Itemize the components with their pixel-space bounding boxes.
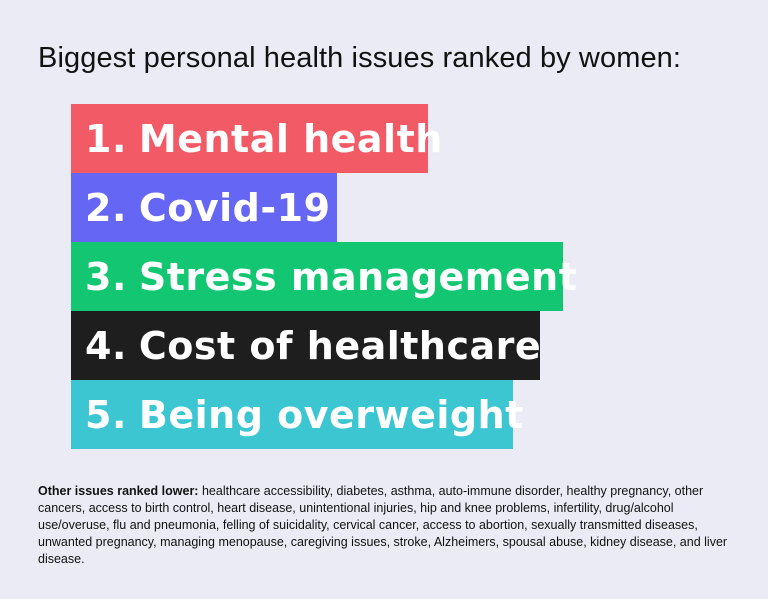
ranked-list: 1. Mental health 2. Covid-19 3. Stress m…	[71, 104, 577, 449]
rank-item-2: 2. Covid-19	[71, 173, 337, 242]
rank-label: Covid-19	[138, 185, 331, 230]
rank-item-5: 5. Being overweight	[71, 380, 523, 449]
rank-item-4: 4. Cost of healthcare	[71, 311, 542, 380]
page-title: Biggest personal health issues ranked by…	[38, 42, 682, 74]
rank-label: Mental health	[138, 116, 443, 161]
rank-label: Stress management	[138, 254, 578, 299]
rank-item-3: 3. Stress management	[71, 242, 577, 311]
rank-number: 3.	[85, 254, 127, 299]
rank-item-1: 1. Mental health	[71, 104, 442, 173]
other-issues-text: healthcare accessibility, diabetes, asth…	[38, 484, 728, 566]
rank-number: 4.	[85, 323, 127, 368]
other-issues-note: Other issues ranked lower: healthcare ac…	[38, 483, 728, 568]
rank-label: Cost of healthcare	[138, 323, 542, 368]
rank-label: Being overweight	[138, 392, 524, 437]
rank-number: 1.	[85, 116, 127, 161]
rank-number: 5.	[85, 392, 127, 437]
rank-number: 2.	[85, 185, 127, 230]
other-issues-heading: Other issues ranked lower:	[38, 484, 199, 498]
